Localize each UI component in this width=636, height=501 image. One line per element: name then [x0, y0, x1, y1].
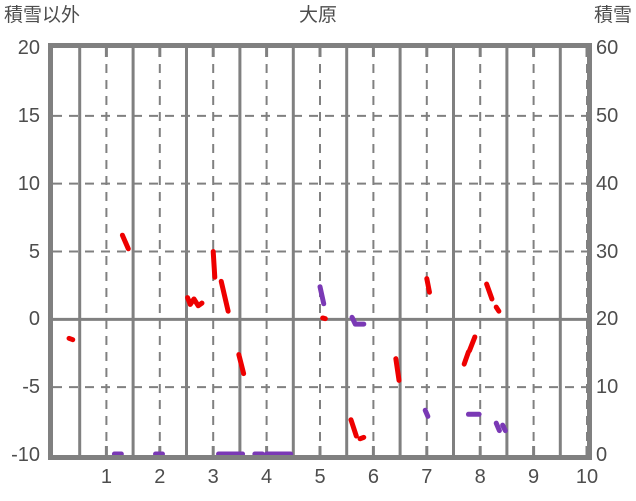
data-segment: [218, 278, 231, 314]
x-axis-tick-label: 1: [100, 466, 112, 488]
right-axis-title: 積雪: [593, 5, 632, 26]
y-axis-left-tick-label: 10: [17, 172, 40, 195]
data-segment: [349, 314, 367, 327]
plot-area: [48, 43, 592, 460]
y-axis-right-tick-label: 20: [596, 308, 619, 331]
data-segment: [500, 422, 508, 434]
data-segment: [210, 249, 218, 280]
x-axis-tick-label: 3: [207, 466, 219, 488]
data-segment: [119, 232, 131, 252]
y-axis-right-tick-label: 10: [596, 376, 619, 399]
y-axis-right-tick-label: 60: [596, 37, 619, 59]
data-segment: [348, 417, 359, 439]
y-axis-left-tick-label: -5: [22, 376, 40, 399]
data-segment: [467, 334, 478, 354]
x-axis-tick-label: 5: [314, 466, 326, 488]
data-segment: [317, 284, 327, 307]
data-segment: [461, 349, 471, 367]
data-segment: [66, 335, 76, 343]
left-axis-title: 積雪以外: [4, 5, 81, 26]
x-axis-tick-label: 2: [154, 466, 166, 488]
y-axis-left-tick-label: 20: [17, 37, 40, 59]
plot-svg: [53, 48, 587, 455]
data-segment: [493, 420, 502, 434]
data-segment: [357, 434, 367, 442]
data-segment: [185, 295, 205, 309]
data-segment: [422, 407, 431, 419]
x-axis-tick-label: 4: [261, 466, 273, 488]
data-segment: [493, 304, 502, 314]
x-axis-tick-label: 6: [367, 466, 379, 488]
plot-inner: [53, 48, 587, 455]
data-segment: [236, 352, 247, 377]
x-axis-tick-label: 10: [575, 466, 599, 488]
x-axis-tick-label: 7: [421, 466, 433, 488]
data-segment: [393, 356, 402, 383]
data-segment: [484, 281, 495, 302]
x-axis-tick-label: 9: [528, 466, 540, 488]
data-segment: [424, 276, 432, 295]
y-axis-right-tick-label: 40: [596, 172, 619, 195]
y-axis-left-tick-label: 5: [28, 240, 40, 263]
chart-title: 大原: [298, 5, 337, 26]
y-axis-left-tick-label: 0: [28, 308, 40, 331]
x-axis-tick-label: 8: [474, 466, 486, 488]
y-axis-right-tick-label: 50: [596, 104, 619, 127]
y-axis-right-tick-label: 30: [596, 240, 619, 263]
y-axis-left-tick-label: 15: [17, 104, 40, 127]
y-axis-left-tick-label: -10: [11, 444, 40, 466]
series-snow: [111, 284, 508, 455]
data-segment: [320, 315, 328, 322]
y-axis-right-tick-label: 0: [596, 444, 608, 466]
series-other: [66, 232, 502, 442]
